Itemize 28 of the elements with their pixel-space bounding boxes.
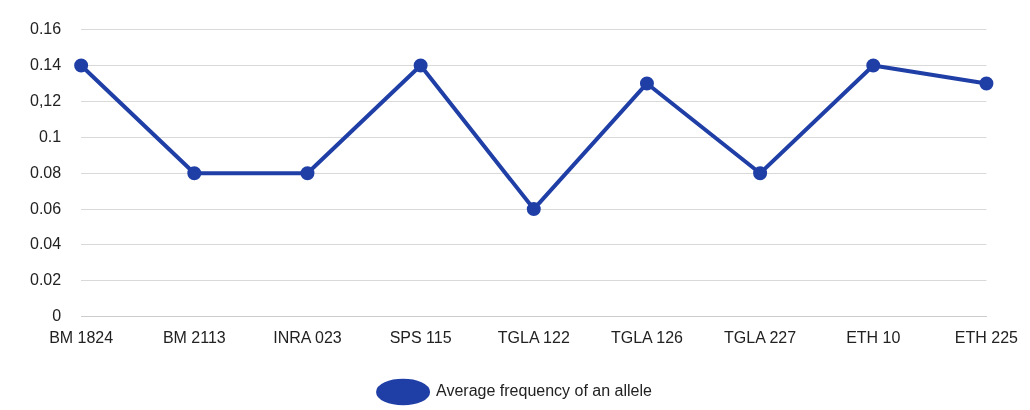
y-tick-label: 0.02	[30, 271, 62, 289]
x-tick-label: TGLA 122	[497, 328, 570, 346]
y-tick-label: 0	[52, 307, 62, 325]
legend-label: Average frequency of an allele	[436, 382, 653, 400]
x-tick-label: SPS 115	[389, 328, 452, 346]
x-tick-label: TGLA 227	[724, 328, 797, 346]
y-tick-label: 0.16	[30, 20, 62, 38]
x-tick-label: BM 1824	[49, 328, 114, 346]
x-tick-label: INRA 023	[273, 328, 342, 346]
point	[300, 166, 315, 181]
point	[866, 58, 881, 73]
y-tick-label: 0.08	[30, 163, 62, 181]
y-tick-label: 0,12	[30, 91, 62, 109]
y-tick-label: 0.14	[30, 55, 62, 73]
y-tick-label: 0.04	[30, 235, 62, 253]
y-tick-label: 0.06	[30, 199, 62, 217]
point	[639, 76, 654, 91]
y-tick-label: 0.1	[38, 127, 62, 145]
point	[526, 202, 541, 217]
point	[74, 58, 89, 73]
point	[187, 166, 202, 181]
x-tick-label: ETH 10	[846, 328, 901, 346]
x-tick-label: BM 2113	[162, 328, 226, 346]
point	[753, 166, 768, 181]
x-tick-label: TGLA 126	[610, 328, 684, 346]
x-tick-label: ETH 225	[954, 328, 1019, 346]
point	[979, 76, 994, 91]
point	[413, 58, 428, 73]
